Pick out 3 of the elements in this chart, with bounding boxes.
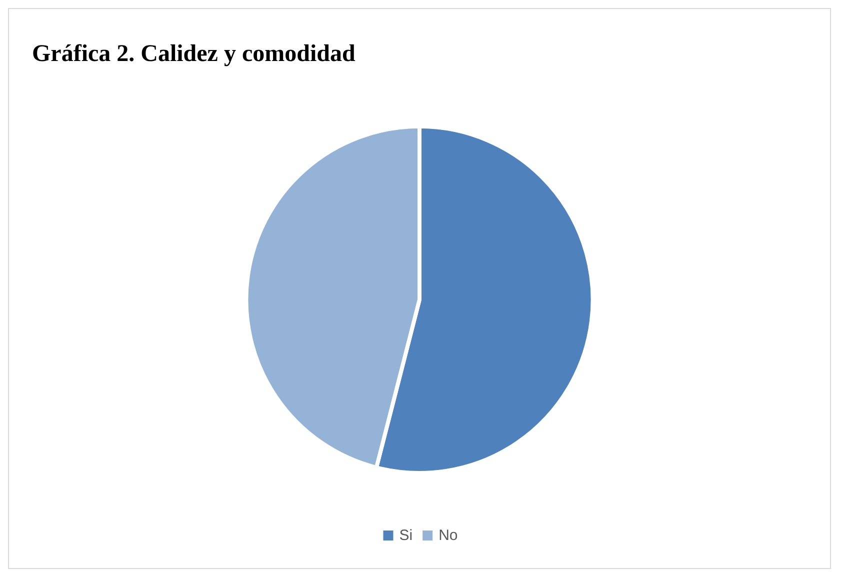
chart-title: Gráfica 2. Calidez y comodidad: [32, 41, 356, 67]
legend-label: No: [438, 527, 458, 544]
legend-label: Si: [399, 527, 413, 544]
